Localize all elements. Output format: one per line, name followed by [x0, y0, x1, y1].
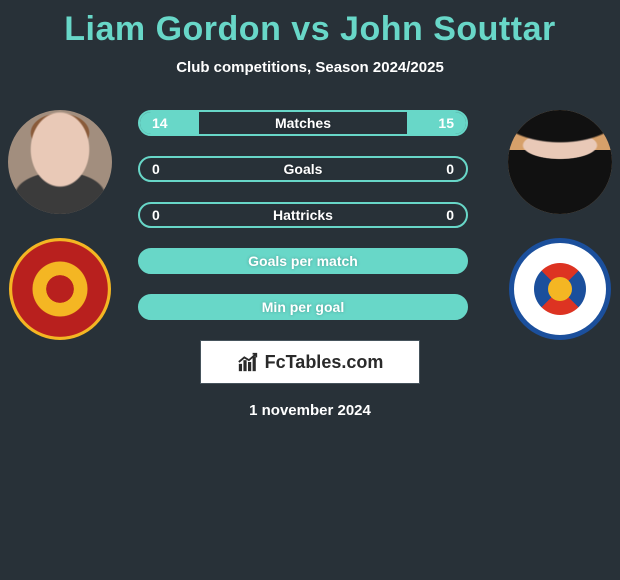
stat-label: Min per goal: [140, 296, 466, 318]
comparison-content: 14 Matches 15 0 Goals 0 0 Hattricks 0 Go…: [0, 100, 620, 419]
stat-left-value: 14: [140, 112, 180, 134]
stat-row-min-per-goal: Min per goal: [138, 294, 468, 320]
stat-row-hattricks: 0 Hattricks 0: [138, 202, 468, 228]
stat-rows: 14 Matches 15 0 Goals 0 0 Hattricks 0 Go…: [138, 100, 468, 320]
player-left-avatar: [8, 110, 112, 214]
stat-left-value: 0: [140, 204, 172, 226]
page-title: Liam Gordon vs John Souttar: [0, 0, 620, 49]
player-right-club-badge: [509, 238, 611, 340]
stat-left-value: 0: [140, 158, 172, 180]
stat-label: Goals per match: [140, 250, 466, 272]
stat-right-value: 0: [434, 158, 466, 180]
motherwell-badge-icon: [9, 238, 111, 340]
player-right-avatar: [508, 110, 612, 214]
stat-left-value: [140, 296, 164, 318]
stat-right-value: 0: [434, 204, 466, 226]
stat-row-goals: 0 Goals 0: [138, 156, 468, 182]
brand-box: FcTables.com: [200, 340, 420, 384]
stat-left-value: [140, 250, 164, 272]
rangers-badge-icon: [509, 238, 611, 340]
stat-right-value: 15: [426, 112, 466, 134]
barchart-trend-icon: [237, 351, 259, 373]
stat-label: Hattricks: [140, 204, 466, 226]
stat-right-value: [442, 250, 466, 272]
stat-row-goals-per-match: Goals per match: [138, 248, 468, 274]
snapshot-date: 1 november 2024: [0, 402, 620, 419]
stat-label: Goals: [140, 158, 466, 180]
page-subtitle: Club competitions, Season 2024/2025: [0, 59, 620, 76]
stat-right-value: [442, 296, 466, 318]
brand-text: FcTables.com: [265, 352, 384, 373]
stat-label: Matches: [140, 112, 466, 134]
stat-row-matches: 14 Matches 15: [138, 110, 468, 136]
player-left-club-badge: [9, 238, 111, 340]
